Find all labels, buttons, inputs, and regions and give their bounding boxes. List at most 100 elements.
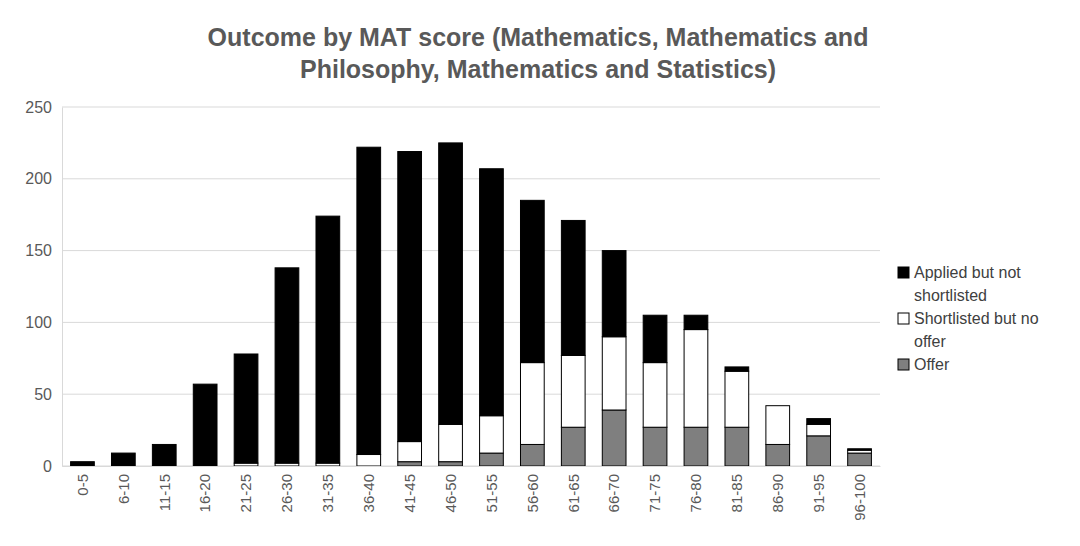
tick: 41-45 [401,466,418,512]
bar [480,453,504,466]
tick-label: 76-80 [687,474,704,512]
tick: 100 [25,314,62,331]
bar [234,354,258,463]
bar [561,355,585,427]
tick: 66-70 [605,466,622,512]
tick-label: 61-65 [565,474,582,512]
tick-label: 51-55 [483,474,500,512]
bar [684,330,708,428]
bar [480,416,504,453]
legend-label: Offer [914,356,950,373]
tick: 91-95 [810,466,827,512]
legend: Applied but not shortlisted Shortlisted bu… [898,264,1039,373]
grid-line [62,394,880,395]
bar [193,384,217,466]
tick-label: 200 [25,170,52,187]
tick: 46-50 [442,466,459,512]
tick: 0 [43,458,62,475]
bar [520,444,544,466]
tick-label: 100 [25,314,52,331]
tick-label: 91-95 [810,474,827,512]
legend-swatch [898,359,909,370]
series [71,143,872,466]
tick: 36-40 [360,466,377,512]
series [398,410,872,466]
tick: 86-90 [769,466,786,512]
bar [398,442,422,462]
text-line: Applied but not [914,264,1021,281]
bar [602,337,626,410]
text-line: offer [914,333,946,350]
x-axis: 0-5 6-10 11-15 16-20 21-25 26-30 31-35 36-40 41-… [63,466,881,521]
tick-label: 31-35 [319,474,336,512]
tick-label: 0 [43,458,52,475]
tick: 16-20 [196,466,213,512]
text-line: Philosophy, Mathematics and Statistics) [300,55,776,83]
tick: 250 [25,99,62,116]
tick: 11-15 [156,466,173,511]
bar [643,315,667,362]
tick-label: 81-85 [728,474,745,512]
grid-line [62,466,880,467]
axis-line [62,108,63,467]
tick: 56-60 [524,466,541,512]
tick: 81-85 [728,466,745,512]
grid-line [62,178,880,179]
tick: 6-10 [115,466,132,504]
tick-label: 41-45 [401,474,418,512]
bar [152,444,176,466]
bar [807,424,831,435]
bar [766,406,790,445]
bar [725,367,749,371]
legend-swatch [898,267,909,278]
tick-label: 66-70 [605,474,622,512]
tick: 50 [34,386,62,403]
axis-line [63,466,881,467]
tick-label: 6-10 [115,474,132,504]
bar [725,371,749,427]
bar [357,455,381,466]
y-axis: 0 50 100 150 200 250 [25,99,62,475]
tick-label: 26-30 [278,474,295,512]
bar [643,427,667,466]
tick-label: 250 [25,99,52,116]
bar [398,462,422,466]
tick-label: 36-40 [360,474,377,512]
bar [398,152,422,442]
legend-label: Shortlisted but no offer [914,310,1039,350]
tick-label: 11-15 [156,474,173,511]
bar [848,453,872,466]
bar [766,444,790,466]
bar [602,410,626,466]
bar [725,427,749,466]
tick-label: 46-50 [442,474,459,512]
bar [684,315,708,329]
tick: 150 [25,242,62,259]
tick: 26-30 [278,466,295,512]
text-line: shortlisted [914,287,987,304]
bar [602,251,626,337]
bar [561,220,585,355]
bar [807,419,831,425]
tick-label: 50 [34,386,52,403]
bar [439,424,463,461]
bars [71,143,872,466]
bar [480,169,504,416]
bar [439,143,463,424]
tick-label: 150 [25,242,52,259]
legend-label: Applied but not shortlisted [914,264,1021,304]
grid-line [62,107,880,108]
tick: 51-55 [483,466,500,512]
tick: 21-25 [237,466,254,512]
text-line: Offer [914,356,950,373]
bar [111,453,135,466]
tick-label: 96-100 [851,474,868,521]
bar [643,363,667,428]
tick-label: 21-25 [237,474,254,512]
legend-item: Applied but not shortlisted [898,264,1021,304]
tick-label: 0-5 [74,474,91,496]
text-line: Shortlisted but no [914,310,1039,327]
tick: 96-100 [851,466,868,521]
legend-swatch [898,313,909,324]
bar [357,147,381,454]
